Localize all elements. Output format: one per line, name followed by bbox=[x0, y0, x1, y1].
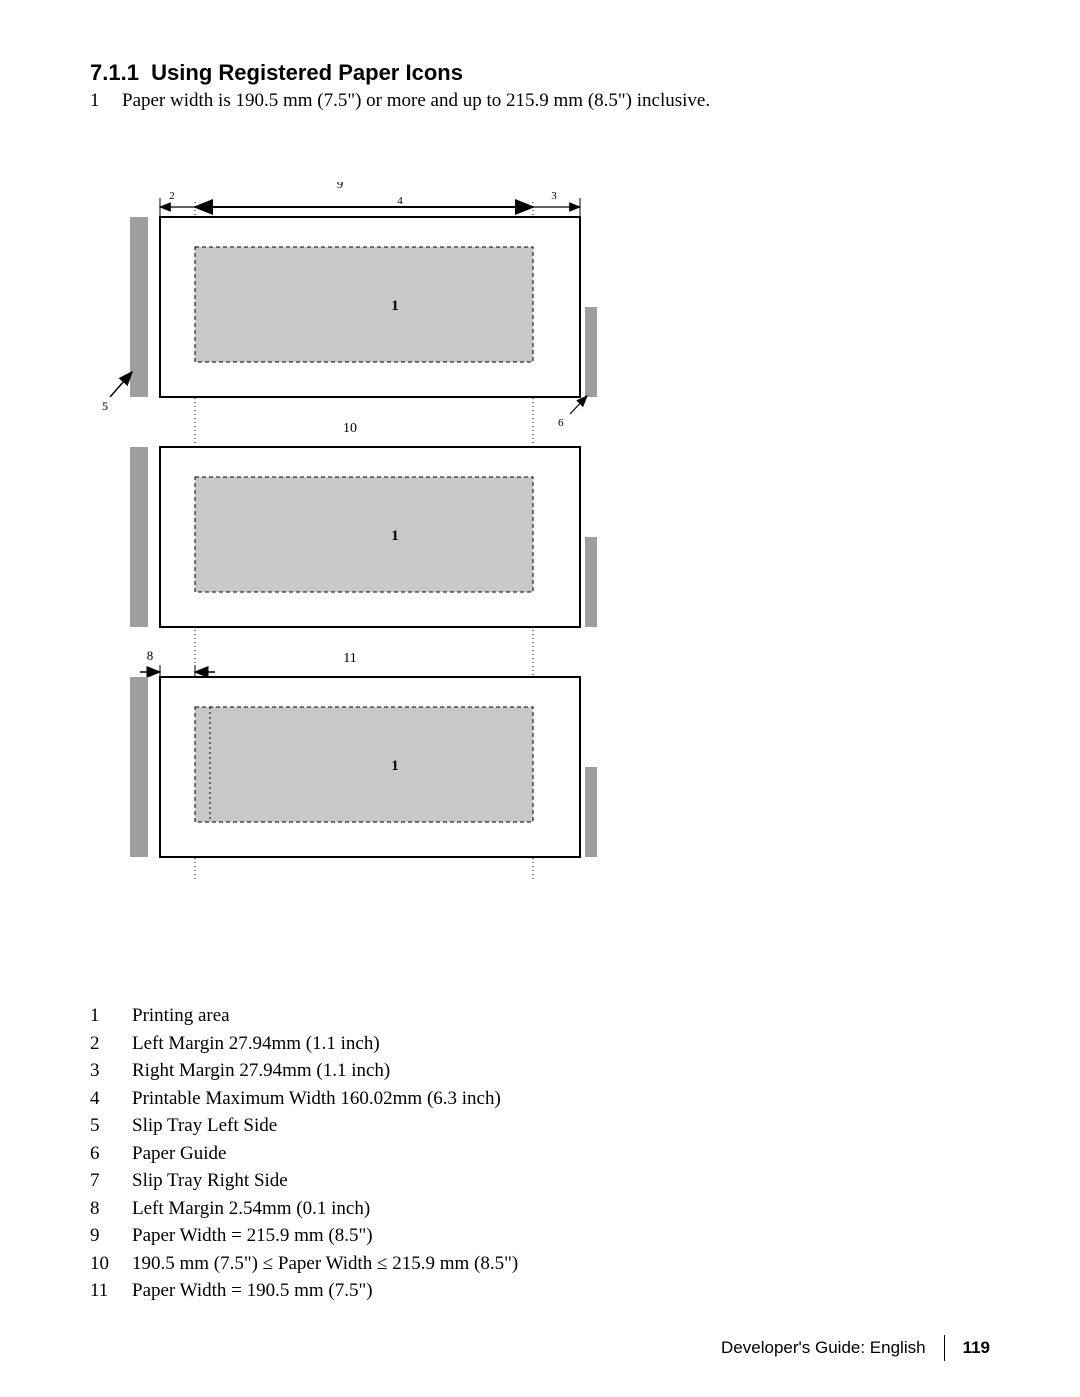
guide-right-3 bbox=[585, 767, 597, 857]
intro-row: 1 Paper width is 190.5 mm (7.5") or more… bbox=[90, 90, 990, 112]
arrow-slip-left bbox=[110, 372, 132, 397]
print-area-2 bbox=[195, 477, 533, 592]
label-1a: 1 bbox=[391, 298, 399, 314]
legend-row: 6Paper Guide bbox=[90, 1140, 990, 1168]
guide-left-1 bbox=[130, 217, 148, 397]
legend-row: 1Printing area bbox=[90, 1002, 990, 1030]
print-area-1 bbox=[195, 247, 533, 362]
label-9: 9 bbox=[337, 182, 344, 191]
section-number: 7.1.1 bbox=[90, 60, 139, 85]
label-5: 5 bbox=[102, 399, 108, 413]
legend: 1Printing area 2Left Margin 27.94mm (1.1… bbox=[90, 1002, 990, 1305]
legend-row: 3Right Margin 27.94mm (1.1 inch) bbox=[90, 1057, 990, 1085]
diagram: 9 2 4 3 1 5 6 10 1 8 11 bbox=[100, 182, 620, 942]
label-11: 11 bbox=[343, 651, 356, 666]
legend-row: 11Paper Width = 190.5 mm (7.5") bbox=[90, 1277, 990, 1305]
section-title: Using Registered Paper Icons bbox=[151, 60, 463, 85]
legend-row: 7Slip Tray Right Side bbox=[90, 1167, 990, 1195]
legend-row: 2Left Margin 27.94mm (1.1 inch) bbox=[90, 1030, 990, 1058]
label-1b: 1 bbox=[391, 528, 399, 544]
guide-right-1 bbox=[585, 307, 597, 397]
section-heading: 7.1.1 Using Registered Paper Icons bbox=[90, 60, 990, 86]
guide-right-2 bbox=[585, 537, 597, 627]
intro-text: Paper width is 190.5 mm (7.5") or more a… bbox=[122, 90, 710, 112]
legend-row: 10190.5 mm (7.5") ≤ Paper Width ≤ 215.9 … bbox=[90, 1250, 990, 1278]
intro-number: 1 bbox=[90, 90, 104, 112]
legend-row: 5Slip Tray Left Side bbox=[90, 1112, 990, 1140]
legend-row: 4Printable Maximum Width 160.02mm (6.3 i… bbox=[90, 1085, 990, 1113]
footer-rule bbox=[944, 1335, 945, 1361]
print-area-3 bbox=[195, 707, 533, 822]
diagram-svg: 9 2 4 3 1 5 6 10 1 8 11 bbox=[100, 182, 620, 902]
footer-label: Developer's Guide: English bbox=[721, 1338, 926, 1358]
page: 7.1.1 Using Registered Paper Icons 1 Pap… bbox=[0, 0, 1080, 1397]
legend-row: 8Left Margin 2.54mm (0.1 inch) bbox=[90, 1195, 990, 1223]
label-4: 4 bbox=[397, 195, 403, 207]
arrow-guide-right bbox=[570, 396, 587, 414]
label-2: 2 bbox=[169, 190, 175, 202]
label-3: 3 bbox=[551, 190, 557, 202]
label-10: 10 bbox=[343, 421, 357, 436]
label-8: 8 bbox=[147, 648, 154, 663]
guide-left-2 bbox=[130, 447, 148, 627]
label-1c: 1 bbox=[391, 758, 399, 774]
footer-page: 119 bbox=[963, 1338, 990, 1358]
footer: Developer's Guide: English 119 bbox=[721, 1335, 990, 1361]
legend-row: 9Paper Width = 215.9 mm (8.5") bbox=[90, 1222, 990, 1250]
guide-left-3 bbox=[130, 677, 148, 857]
label-6: 6 bbox=[558, 417, 564, 429]
